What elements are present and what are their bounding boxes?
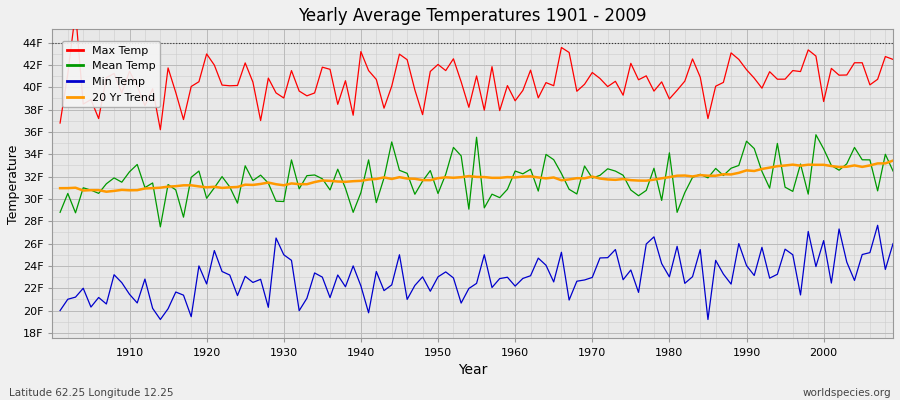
Text: worldspecies.org: worldspecies.org (803, 388, 891, 398)
X-axis label: Year: Year (458, 363, 488, 377)
Legend: Max Temp, Mean Temp, Min Temp, 20 Yr Trend: Max Temp, Mean Temp, Min Temp, 20 Yr Tre… (62, 41, 160, 107)
Title: Yearly Average Temperatures 1901 - 2009: Yearly Average Temperatures 1901 - 2009 (299, 7, 647, 25)
Text: Latitude 62.25 Longitude 12.25: Latitude 62.25 Longitude 12.25 (9, 388, 174, 398)
Y-axis label: Temperature: Temperature (7, 144, 20, 224)
